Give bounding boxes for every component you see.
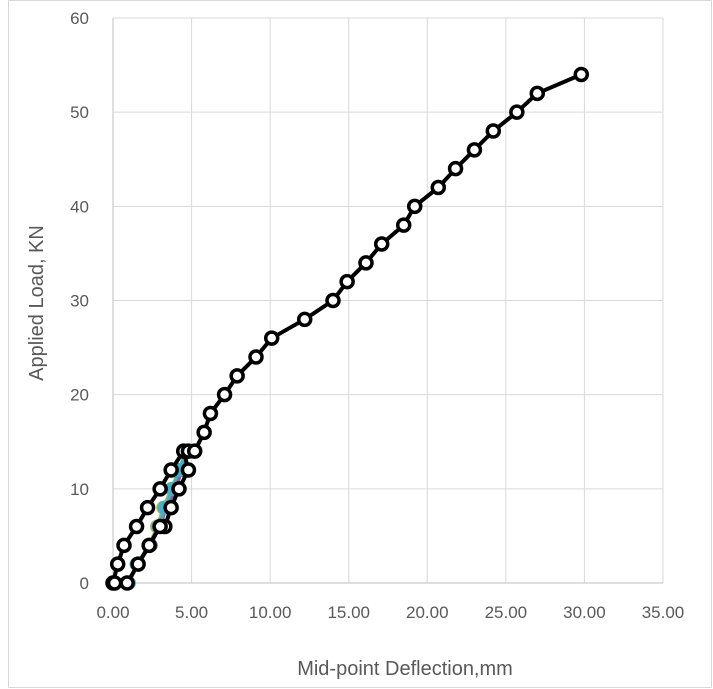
data-point [180,462,197,478]
y-tick-label: 60 [70,9,89,28]
x-tick-label: 15.00 [327,603,370,622]
data-point [296,311,313,328]
data-point [116,537,132,554]
data-point [395,217,412,233]
gridlines [113,17,664,583]
data-point [263,330,280,346]
chart-frame [8,0,712,688]
data-point [358,255,374,271]
data-point [485,123,502,139]
data-point [466,142,483,158]
data-point [128,518,145,535]
data-point [325,292,341,309]
y-tick-label: 40 [70,197,89,216]
data-point [171,481,187,497]
y-tick-label: 20 [70,386,89,405]
x-tick-labels: 0.00 5.00 10.00 15.00 20.00 25.00 30.00 35.00 [96,603,684,622]
x-tick-label: 20.00 [406,603,449,622]
data-point [509,104,525,120]
data-point [106,575,123,591]
data-point [119,575,135,591]
data-point [130,556,146,572]
x-tick-label: 30.00 [563,603,606,622]
x-tick-label: 0.00 [96,603,129,622]
data-point [163,462,179,478]
x-tick-label: 5.00 [175,603,208,622]
series-4 [105,443,197,591]
data-point [139,499,156,516]
data-point [152,518,168,535]
data-point [152,481,168,497]
data-point [186,443,203,459]
data-point [339,273,355,290]
x-tick-label: 10.00 [249,603,292,622]
series-line [188,72,583,454]
x-axis-title: Mid-point Deflection,mm [297,658,513,680]
x-tick-label: 35.00 [642,603,685,622]
series-layer [105,66,590,591]
y-axis-title: Applied Load, KN [26,225,48,381]
y-tick-labels: 0 10 20 30 40 50 60 [70,9,89,593]
data-point [141,537,157,554]
data-point [196,424,212,441]
data-point [248,349,264,365]
data-point [573,66,590,83]
y-tick-label: 10 [70,480,89,499]
data-point [202,405,219,422]
axes [112,18,663,584]
y-tick-label: 0 [80,574,89,593]
series-5 [180,66,590,459]
data-point [447,160,464,177]
data-point [406,198,423,215]
data-point [529,85,546,102]
data-point [216,386,233,403]
data-point [229,368,245,384]
data-point [163,499,179,516]
y-tick-label: 50 [70,103,89,122]
y-tick-label: 30 [70,292,89,311]
data-point [373,236,390,252]
x-tick-label: 25.00 [485,603,528,622]
data-point [430,179,447,196]
data-point [109,556,126,572]
